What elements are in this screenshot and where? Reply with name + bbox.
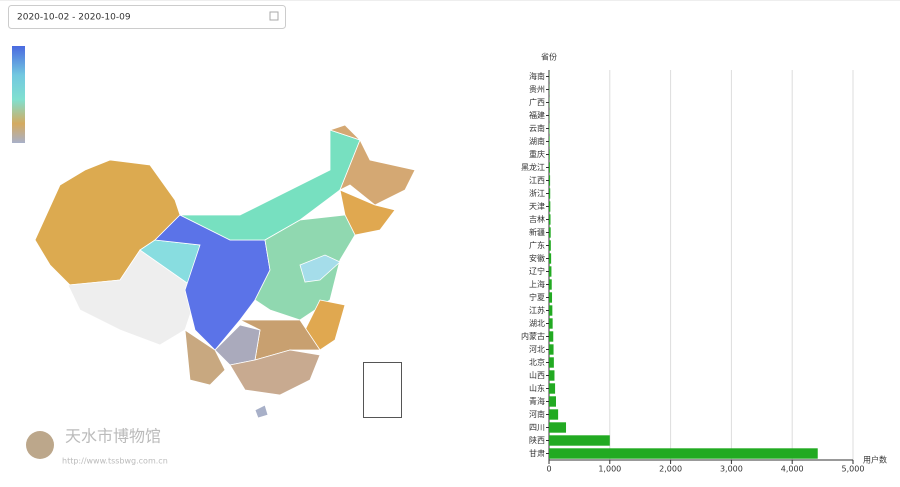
y-tick-label: 广东 xyxy=(529,240,545,250)
y-tick-label: 湖北 xyxy=(529,319,545,328)
bar xyxy=(549,175,550,185)
region[interactable] xyxy=(255,405,268,418)
date-range: 2020-10-02 - 2020-10-09 xyxy=(17,13,131,23)
bar xyxy=(549,357,554,367)
map xyxy=(35,125,415,418)
y-tick-label: 浙江 xyxy=(529,188,545,198)
y-tick-label: 吉林 xyxy=(529,214,545,224)
y-tick-label: 天津 xyxy=(529,201,545,211)
bar xyxy=(549,344,554,354)
x-tick-label: 3,000 xyxy=(720,465,743,474)
y-tick-label: 宁夏 xyxy=(529,292,545,302)
y-tick-label: 上海 xyxy=(529,279,545,289)
bar xyxy=(549,396,556,406)
x-tick-label: 5,000 xyxy=(842,465,865,474)
bar xyxy=(549,149,550,159)
bar xyxy=(549,422,566,432)
bar xyxy=(549,318,553,328)
x-tick-label: 4,000 xyxy=(781,465,804,474)
y-tick-label: 广西 xyxy=(529,97,545,107)
bar xyxy=(549,253,551,263)
y-tick-label: 黑龙江 xyxy=(521,162,545,172)
bar xyxy=(549,305,552,315)
bar xyxy=(549,409,558,419)
visual-map[interactable] xyxy=(12,46,25,143)
bar xyxy=(549,188,550,198)
y-tick-label: 福建 xyxy=(529,110,545,120)
y-tick-label: 山西 xyxy=(529,370,545,380)
bar xyxy=(549,370,554,380)
bar xyxy=(549,136,550,146)
x-tick-label: 2,000 xyxy=(659,465,682,474)
y-tick-label: 新疆 xyxy=(529,227,545,237)
bar xyxy=(549,240,551,250)
bar xyxy=(549,383,555,393)
bar xyxy=(549,331,553,341)
y-tick-label: 重庆 xyxy=(529,149,545,159)
y-axis-label: 省份 xyxy=(541,52,557,62)
bar xyxy=(549,448,818,458)
bar xyxy=(549,266,551,276)
y-tick-label: 陕西 xyxy=(529,435,545,445)
y-tick-label: 山东 xyxy=(529,383,545,393)
y-tick-label: 安徽 xyxy=(529,253,545,263)
y-tick-label: 江苏 xyxy=(529,305,545,315)
y-tick-label: 四川 xyxy=(529,423,545,432)
bar xyxy=(549,162,550,172)
bar xyxy=(549,227,551,237)
y-tick-label: 江西 xyxy=(529,176,545,185)
bar xyxy=(549,214,551,224)
y-tick-label: 云南 xyxy=(529,123,545,133)
watermark-url: http://www.tssbwg.com.cn xyxy=(62,457,168,466)
x-axis-label: 用户数 xyxy=(863,455,887,465)
south-sea-inset xyxy=(364,363,402,418)
bar xyxy=(549,292,552,302)
watermark-logo xyxy=(26,431,54,459)
watermark-title: 天水市博物馆 xyxy=(65,427,161,446)
y-tick-label: 甘肃 xyxy=(529,448,545,458)
y-tick-label: 河南 xyxy=(529,409,545,419)
y-tick-label: 北京 xyxy=(529,357,545,367)
y-tick-label: 内蒙古 xyxy=(521,331,545,341)
y-tick-label: 辽宁 xyxy=(529,266,545,276)
bar xyxy=(549,201,550,211)
y-tick-label: 海南 xyxy=(529,71,545,81)
y-tick-label: 青海 xyxy=(529,396,545,406)
bar xyxy=(549,279,552,289)
y-tick-label: 贵州 xyxy=(529,84,545,94)
y-tick-label: 河北 xyxy=(529,344,545,354)
y-tick-label: 湖南 xyxy=(529,136,545,146)
bar xyxy=(549,435,610,445)
x-tick-label: 0 xyxy=(546,465,551,474)
x-tick-label: 1,000 xyxy=(598,465,621,474)
